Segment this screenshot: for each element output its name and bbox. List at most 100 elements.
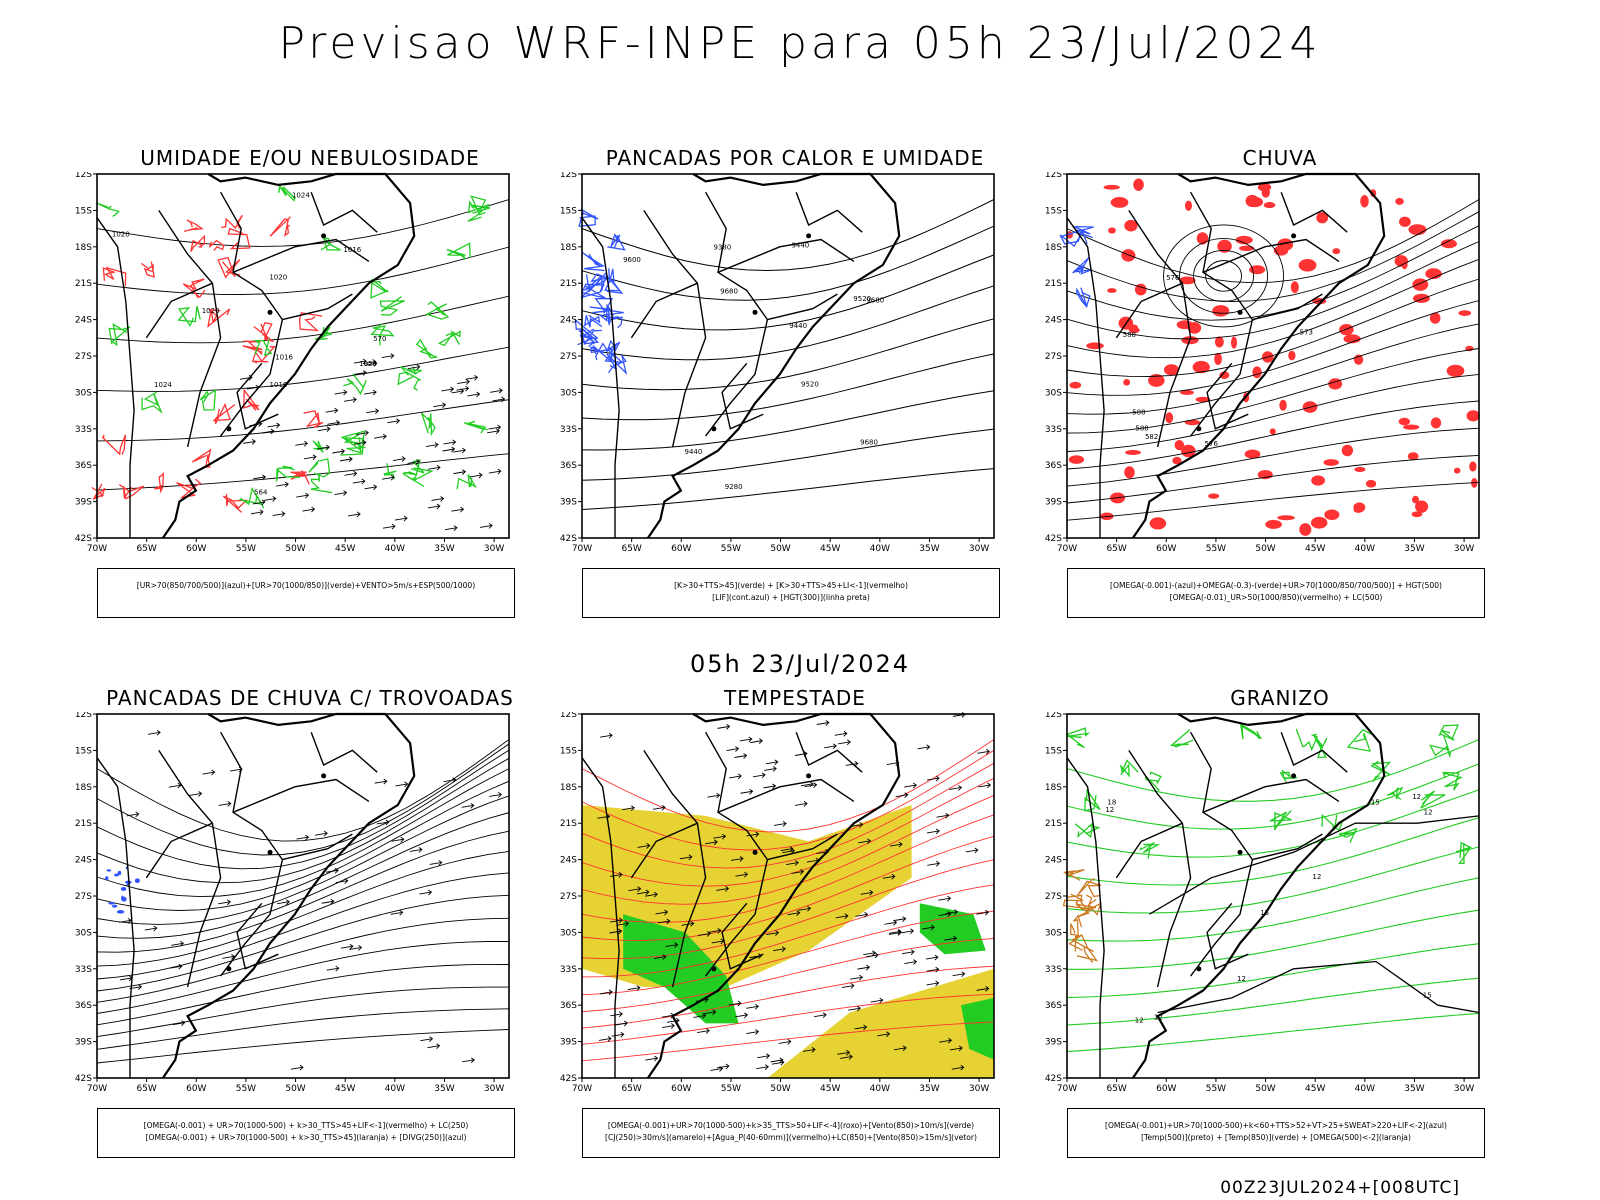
- wind-arrow: [902, 949, 915, 956]
- wind-arrow: [944, 935, 958, 942]
- divergence-mark-blue: [105, 876, 109, 881]
- contour-label: 588: [1123, 331, 1136, 339]
- west-coastline: [96, 217, 135, 538]
- lat-label: 21S: [75, 819, 92, 829]
- lat-label: 33S: [75, 425, 92, 435]
- wind-arrow: [356, 430, 369, 436]
- rain-area-red: [1354, 466, 1366, 473]
- rain-area-red: [1332, 248, 1341, 255]
- lon-label: 35W: [919, 1084, 939, 1094]
- moisture-contour-green: [141, 391, 163, 414]
- rain-area-red: [1192, 360, 1210, 374]
- lif-contour-blue: [590, 345, 613, 363]
- wind-arrow: [756, 1064, 769, 1070]
- streamline: [1066, 241, 1480, 340]
- rain-area-red: [1399, 216, 1411, 227]
- rain-area-red: [1172, 456, 1182, 465]
- contour-label: 15: [1371, 798, 1380, 806]
- rain-area-red: [1174, 439, 1185, 451]
- precip-water-contour: [581, 835, 995, 941]
- lat-label: 21S: [75, 279, 92, 289]
- moisture-contour-green: [463, 420, 488, 434]
- wind-arrow: [250, 509, 264, 516]
- lat-label: 42S: [560, 1074, 577, 1084]
- panel-title: GRANIZO: [1230, 686, 1330, 710]
- divergence-mark-blue: [117, 870, 122, 876]
- rain-area-red: [1412, 278, 1429, 291]
- moisture-contour-red: [269, 216, 292, 237]
- panel-legend: [OMEGA(-0.001) + UR>70(1000-500) + k>30_…: [97, 1108, 515, 1158]
- lat-label: 18S: [560, 783, 577, 793]
- wind-arrow: [740, 788, 754, 795]
- rain-area-red: [1214, 352, 1222, 366]
- streamline: [1066, 278, 1480, 377]
- precip-water-contour: [581, 794, 995, 905]
- rain-area-red: [1446, 364, 1465, 377]
- lat-label: 30S: [1045, 928, 1062, 938]
- wind-arrow: [429, 860, 443, 866]
- wind-arrow: [303, 454, 317, 461]
- rain-area-red: [1247, 196, 1264, 208]
- lake-mark: [226, 966, 232, 972]
- wind-arrow: [610, 1011, 623, 1018]
- jet-core-area: [767, 968, 994, 1078]
- wind-arrow: [352, 478, 366, 485]
- country-border: [1128, 210, 1192, 448]
- moisture-contour-green: [108, 323, 131, 347]
- wind-arrow: [729, 773, 742, 780]
- temp-850-contour: [1455, 841, 1473, 865]
- contour-label: 18: [1107, 798, 1116, 806]
- streamline: [1066, 481, 1480, 521]
- divergence-mark-blue: [120, 886, 127, 891]
- lif-contour-blue: [574, 318, 599, 341]
- wind-arrow: [889, 841, 903, 848]
- pressure-isobar: [96, 199, 510, 247]
- divergence-mark-blue: [121, 895, 124, 902]
- moisture-contour-green: [401, 471, 425, 487]
- streamline: [96, 757, 510, 884]
- contour-label: 573: [1300, 328, 1313, 336]
- wind-arrow: [665, 942, 679, 948]
- wind-arrow: [798, 905, 812, 912]
- country-border: [1206, 362, 1249, 430]
- lake-mark: [1291, 233, 1297, 239]
- streamline: [1066, 225, 1480, 321]
- moisture-contour-green: [420, 412, 436, 437]
- temp-850-contour: [1370, 760, 1392, 783]
- precip-water-contour: [581, 859, 995, 960]
- moisture-contour-green: [312, 440, 329, 453]
- temp-850-contour: [1240, 723, 1263, 740]
- omega-contour-orange: [1075, 899, 1097, 918]
- wind-arrow: [950, 1045, 963, 1052]
- lat-label: 30S: [560, 388, 577, 398]
- wind-arrow: [794, 801, 808, 807]
- contour-label: 1024: [154, 381, 172, 389]
- country-border: [795, 731, 863, 773]
- wind-arrow: [752, 772, 766, 779]
- moisture-contour-red: [101, 434, 127, 456]
- moisture-contour-green: [410, 459, 434, 482]
- country-border: [1206, 902, 1249, 970]
- height-contour: [581, 285, 995, 361]
- lif-contour-blue: [583, 314, 603, 328]
- rain-area-red: [1398, 417, 1411, 426]
- country-border: [767, 293, 838, 321]
- wind-arrow: [374, 778, 388, 785]
- wind-arrow: [816, 720, 830, 726]
- moisture-contour-green: [310, 472, 333, 494]
- contour-label: 576: [1205, 440, 1219, 448]
- moisture-contour-green: [177, 306, 201, 327]
- country-border: [721, 362, 764, 430]
- wind-arrow: [636, 889, 650, 896]
- wind-arrow: [927, 828, 940, 835]
- lat-label: 18S: [75, 243, 92, 253]
- lon-label: 70W: [572, 1084, 592, 1094]
- moisture-contour-green: [397, 371, 422, 391]
- rain-area-red: [1124, 219, 1138, 232]
- contour-label: 564: [254, 488, 268, 496]
- moisture-contour-red: [227, 227, 251, 250]
- legend-line: [CJ(250)>30m/s](amarelo)+[Agua_P(40-60mm…: [605, 1133, 977, 1142]
- contour-label: 9380: [714, 243, 732, 251]
- lat-label: 12S: [560, 172, 577, 180]
- map-frame: [96, 173, 510, 539]
